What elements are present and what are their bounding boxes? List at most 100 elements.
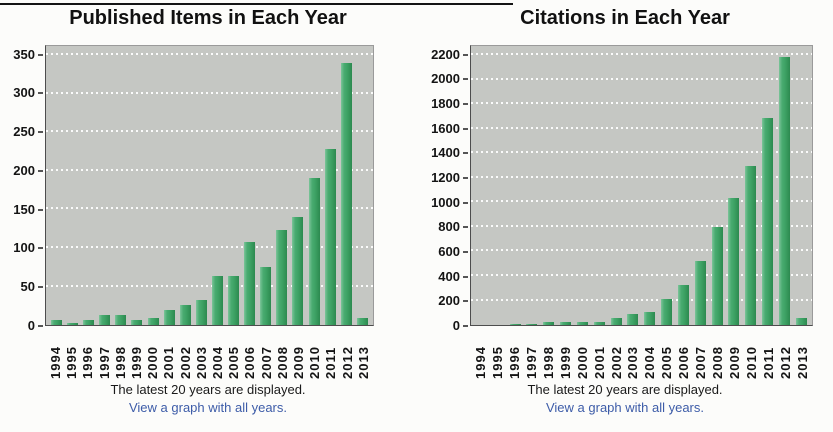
bars-container — [471, 46, 812, 325]
x-axis-label: 1995 — [489, 346, 505, 379]
x-axis-label: 2011 — [760, 346, 776, 379]
bar-2009 — [728, 197, 740, 325]
y-axis-tick — [463, 201, 468, 204]
y-axis-tick — [463, 275, 468, 278]
view-all-years-link[interactable]: View a graph with all years. — [545, 400, 704, 415]
x-axis-label: 1994 — [473, 346, 488, 379]
bar-2006 — [677, 284, 689, 325]
bar-2005 — [661, 299, 673, 325]
x-axis-label: 2003 — [193, 346, 209, 379]
bar-2002 — [610, 318, 622, 325]
y-axis-tick — [463, 53, 468, 56]
gridline — [471, 151, 812, 154]
y-axis-tick — [463, 300, 468, 303]
bar-2005 — [228, 276, 240, 325]
y-axis-tick — [463, 250, 468, 253]
x-axis-label: 2000 — [145, 346, 161, 379]
x-axis-label: 2005 — [659, 346, 675, 379]
bar-2011 — [762, 117, 774, 325]
x-axis-label: 1996 — [80, 346, 96, 379]
x-axis-label: 2009 — [291, 346, 307, 379]
latest-years-note: The latest 20 years are displayed. — [527, 382, 723, 397]
y-axis-label: 1800 — [431, 95, 460, 111]
y-axis-label: 2000 — [431, 71, 460, 87]
y-axis-label: 400 — [438, 268, 460, 284]
y-axis-tick — [38, 208, 43, 211]
bar-2012 — [340, 63, 352, 325]
x-axis-label: 2009 — [727, 346, 743, 379]
x-axis-label: 2001 — [161, 346, 177, 379]
x-axis-label: 2005 — [226, 346, 242, 379]
bar-2004 — [644, 311, 656, 325]
x-axis-label: 2006 — [242, 346, 258, 379]
gridline — [471, 126, 812, 129]
x-axis-label: 2001 — [591, 346, 607, 379]
citations-chart-panel: Citations in Each Year 0 200 400 600 800 1000… — [417, 0, 833, 432]
y-axis-tick — [463, 152, 468, 155]
bar-2007 — [694, 260, 706, 325]
y-axis-label: 100 — [13, 240, 35, 256]
y-axis-tick — [38, 169, 43, 172]
x-axis-label: 2004 — [210, 346, 226, 379]
gridline — [471, 53, 812, 56]
y-axis-label: 250 — [13, 124, 35, 140]
x-axis-label: 1994 — [48, 346, 63, 379]
y-axis-tick — [463, 226, 468, 229]
bar-2012 — [778, 56, 790, 325]
y-axis-tick — [38, 325, 43, 327]
x-axis-label: 2008 — [710, 346, 726, 379]
gridline — [46, 53, 373, 56]
x-axis-label: 2012 — [777, 346, 793, 379]
y-axis-tick — [463, 127, 468, 130]
y-axis-label: 600 — [438, 243, 460, 259]
bar-1995 — [67, 322, 79, 325]
bar-1996 — [509, 323, 521, 325]
y-axis-label: 1400 — [431, 145, 460, 161]
latest-years-note: The latest 20 years are displayed. — [110, 382, 306, 397]
bar-2003 — [627, 314, 639, 325]
x-axis-label: 2011 — [323, 346, 339, 379]
gridline — [471, 298, 812, 301]
bar-2011 — [324, 149, 336, 325]
bar-2007 — [260, 267, 272, 325]
bar-2003 — [195, 300, 207, 325]
y-axis-label: 150 — [13, 201, 35, 217]
bar-1999 — [131, 319, 143, 325]
view-all-years-link[interactable]: View a graph with all years. — [128, 400, 287, 415]
y-axis-tick — [38, 92, 43, 95]
x-axis-label: 1996 — [506, 346, 522, 379]
bar-1997 — [99, 315, 111, 325]
x-axis-label: 2007 — [258, 346, 274, 379]
y-axis-tick — [463, 102, 468, 105]
y-axis-label: 1200 — [431, 169, 460, 185]
x-axis-label: 2004 — [642, 346, 658, 379]
gridline — [46, 130, 373, 133]
x-axis-label: 1998 — [540, 346, 556, 379]
bar-2001 — [163, 309, 175, 325]
bar-1997 — [526, 323, 538, 325]
y-axis-tick — [463, 78, 468, 81]
gridline — [471, 77, 812, 80]
bar-1996 — [83, 320, 95, 325]
bar-1994 — [51, 319, 62, 325]
x-axis: 1994 1995 1996 1997 1998 1999 2000 2001 2002 2003… — [470, 329, 813, 379]
x-axis-label: 1999 — [557, 346, 573, 379]
y-axis-tick — [38, 247, 43, 250]
gridline — [46, 91, 373, 94]
bar-2010 — [745, 165, 757, 325]
gridline — [471, 224, 812, 227]
x-axis-label: 2008 — [274, 346, 290, 379]
y-axis-label: 2200 — [431, 46, 460, 62]
y-axis-tick — [38, 53, 43, 56]
x-axis-label: 2002 — [177, 346, 193, 379]
x-axis-label: 2002 — [608, 346, 624, 379]
y-axis-tick — [463, 325, 468, 327]
gridline — [471, 200, 812, 203]
chart-footer: The latest 20 years are displayed. View … — [417, 381, 833, 417]
bars-container — [46, 46, 373, 325]
x-axis-label: 2003 — [625, 346, 641, 379]
plot-area — [45, 45, 374, 326]
gridline — [471, 102, 812, 105]
gridline — [471, 175, 812, 178]
gridline — [46, 168, 373, 171]
